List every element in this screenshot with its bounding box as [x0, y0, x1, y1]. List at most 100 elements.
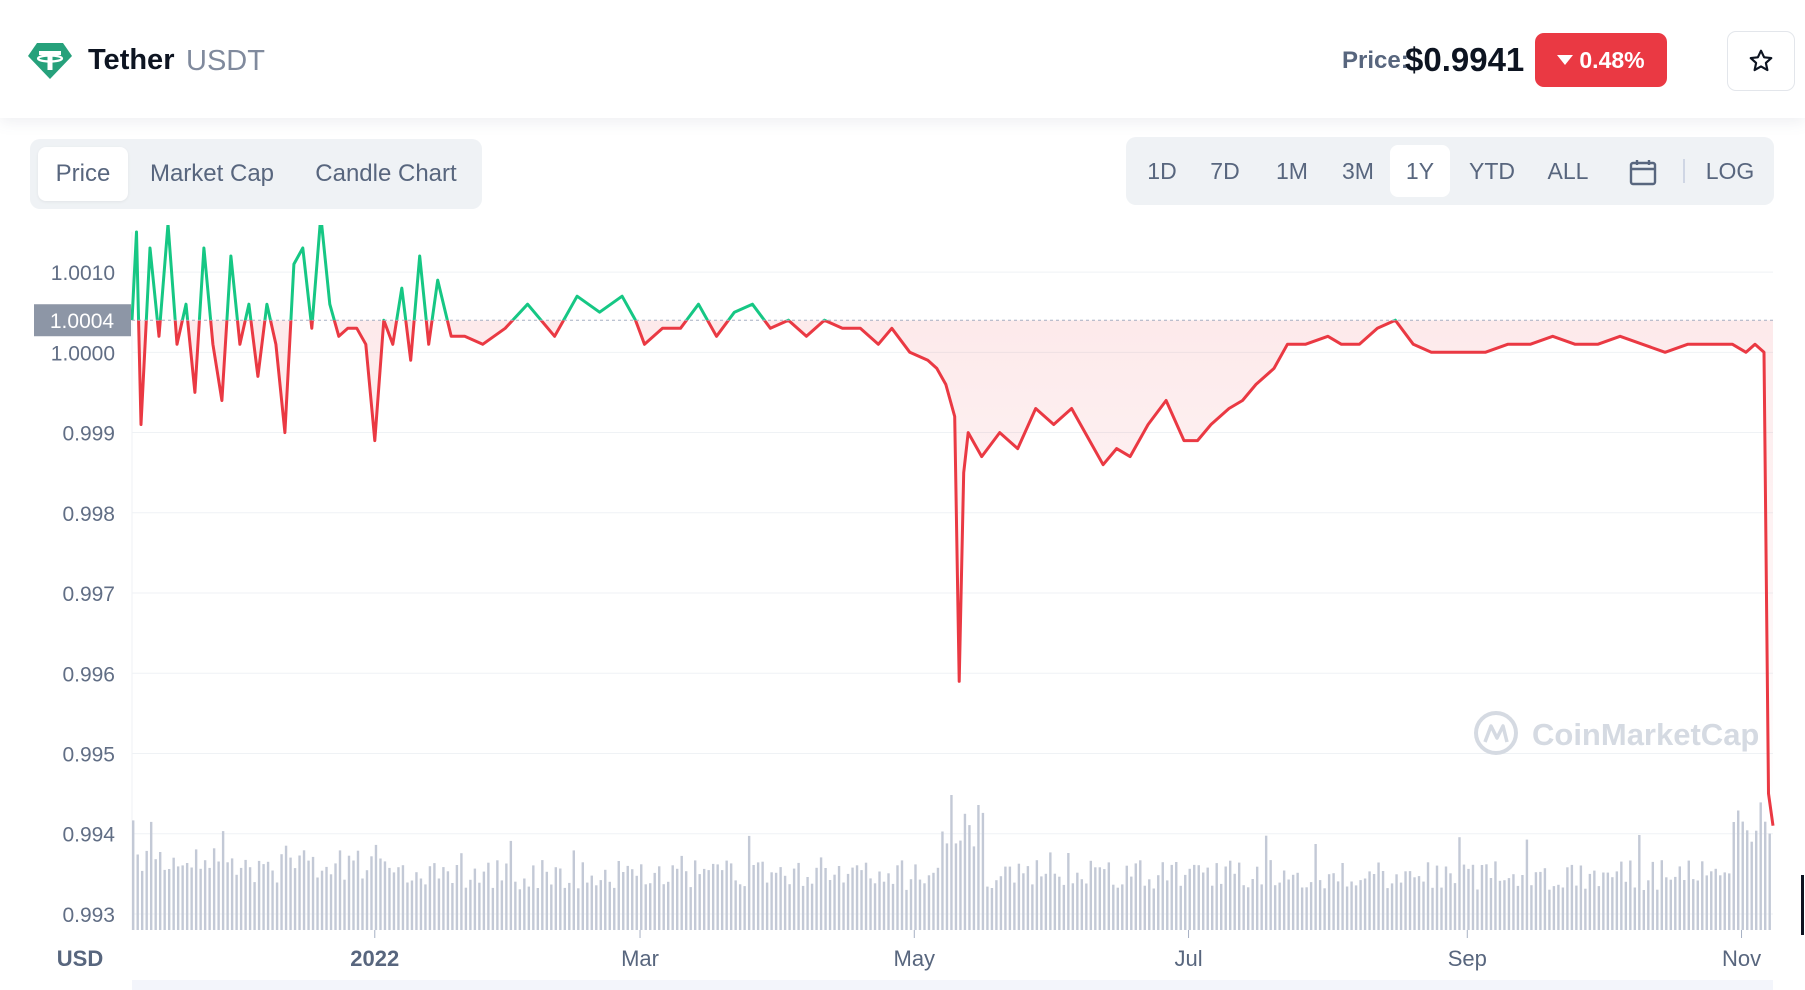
- volume-bar: [266, 861, 270, 930]
- volume-bar: [1139, 860, 1142, 930]
- volume-bar: [1175, 862, 1178, 930]
- volume-bar: [878, 871, 881, 930]
- volume-bar: [545, 871, 549, 930]
- volume-bar: [626, 865, 629, 930]
- volume-bar: [649, 883, 652, 930]
- x-tick-label: Sep: [1448, 946, 1487, 971]
- volume-bar: [1013, 882, 1016, 930]
- volume-bar: [1318, 880, 1322, 930]
- log-scale-toggle[interactable]: LOG: [1705, 158, 1755, 184]
- volume-bar: [1085, 883, 1088, 930]
- y-tick-label: 1.0010: [51, 262, 115, 285]
- volume-bar: [640, 864, 643, 930]
- volume-bar: [792, 868, 796, 930]
- volume-bar: [1602, 872, 1605, 930]
- volume-bar: [734, 880, 737, 930]
- volume-bar: [1080, 879, 1084, 930]
- coin-name: Tether: [88, 44, 175, 76]
- y-tick-label: 1.0000: [51, 342, 115, 365]
- volume-bar: [455, 865, 459, 930]
- volume-bar: [1552, 886, 1556, 930]
- volume-bar: [280, 854, 283, 930]
- volume-bar: [1044, 873, 1048, 930]
- tab-price[interactable]: Price: [38, 147, 128, 201]
- volume-bar: [1107, 862, 1111, 930]
- volume-bar: [968, 825, 971, 930]
- volume-bar: [725, 860, 728, 930]
- volume-bar: [509, 840, 513, 930]
- volume-bar: [397, 867, 400, 930]
- y-tick-label: 0.993: [62, 904, 115, 927]
- volume-bar: [810, 883, 814, 930]
- volume-bar: [936, 867, 940, 930]
- volume-bar: [1305, 887, 1308, 930]
- volume-bar: [487, 862, 490, 930]
- volume-bar: [167, 869, 171, 930]
- volume-bar: [1224, 866, 1227, 930]
- volume-bar: [653, 872, 656, 930]
- range-1m[interactable]: 1M: [1276, 158, 1308, 184]
- volume-bar: [1543, 868, 1547, 930]
- volume-bar: [1579, 865, 1583, 930]
- price-line-below-reference: [132, 320, 1775, 826]
- volume-bar: [433, 863, 436, 930]
- volume-bar: [927, 875, 931, 930]
- tab-candle-chart[interactable]: Candle Chart: [315, 160, 457, 187]
- volume-bar: [1620, 861, 1623, 930]
- volume-bar: [864, 862, 868, 930]
- watchlist-star-button[interactable]: [1727, 31, 1795, 91]
- volume-bar: [747, 835, 751, 930]
- volume-bar: [1368, 871, 1371, 930]
- volume-bar: [1669, 879, 1672, 930]
- volume-bar: [644, 884, 647, 930]
- volume-bar: [316, 877, 319, 930]
- volume-bar: [950, 795, 953, 930]
- volume-bar: [1687, 860, 1690, 930]
- volume-bar: [388, 867, 391, 930]
- volume-bar: [253, 882, 256, 930]
- volume-bar: [1629, 860, 1632, 930]
- coin-symbol: USDT: [186, 45, 265, 77]
- volume-bar: [1345, 886, 1349, 930]
- volume-bar: [1143, 885, 1146, 930]
- volume-bar: [275, 882, 279, 930]
- range-all[interactable]: ALL: [1547, 158, 1589, 184]
- volume-bar: [671, 865, 674, 930]
- volume-bar: [1696, 880, 1699, 930]
- range-1d[interactable]: 1D: [1147, 158, 1177, 184]
- volume-bar: [909, 879, 913, 930]
- volume-bar: [1566, 867, 1569, 930]
- volume-bar: [1395, 874, 1398, 930]
- y-tick-label: 0.996: [62, 663, 115, 686]
- range-7d[interactable]: 7D: [1210, 158, 1240, 184]
- volume-bar: [1584, 888, 1587, 930]
- volume-bar: [586, 882, 589, 930]
- volume-bar: [743, 886, 746, 930]
- volume-bar: [756, 862, 760, 930]
- volume-bar: [536, 888, 540, 930]
- volume-bar: [554, 867, 558, 930]
- range-3m[interactable]: 3M: [1342, 158, 1374, 184]
- volume-bar: [1323, 888, 1326, 930]
- volume-bar: [1498, 880, 1502, 930]
- calendar-icon[interactable]: [1628, 157, 1658, 187]
- volume-bar: [406, 882, 409, 930]
- volume-bar: [235, 874, 238, 930]
- price-line-above-reference: [130, 225, 1398, 321]
- volume-bar: [343, 879, 346, 930]
- volume-bar: [284, 845, 288, 930]
- chart-type-tabs: Price Market Cap Candle Chart: [30, 139, 482, 209]
- volume-bar: [500, 880, 504, 930]
- range-ytd[interactable]: YTD: [1469, 158, 1515, 184]
- volume-bar: [1206, 867, 1209, 930]
- tab-market-cap[interactable]: Market Cap: [149, 160, 275, 187]
- range-1y[interactable]: 1Y: [1390, 145, 1450, 197]
- volume-bar: [963, 813, 967, 930]
- volume-bar: [900, 860, 904, 930]
- price-chart[interactable]: CoinMarketCap 1.0010 1.0000 0.999 0.998 0.99…: [0, 225, 1805, 990]
- volume-bar: [257, 860, 261, 930]
- volume-bar: [1282, 870, 1286, 930]
- volume-bar: [410, 880, 414, 930]
- volume-bar: [833, 874, 836, 930]
- volume-bar: [765, 882, 769, 930]
